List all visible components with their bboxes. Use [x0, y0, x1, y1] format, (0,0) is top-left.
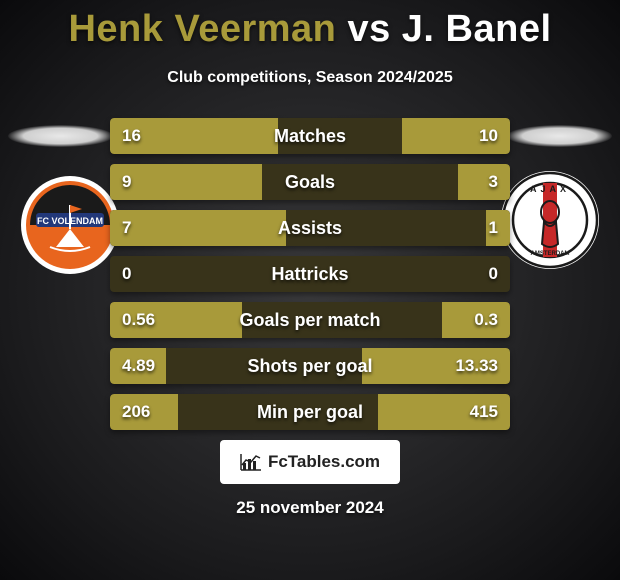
row-label: Goals [110, 164, 510, 200]
stat-row: 0.560.3Goals per match [110, 302, 510, 338]
chart-icon [240, 453, 262, 471]
team-right-badge: AJAX AMSTERDAM [500, 170, 600, 270]
svg-text:AJAX: AJAX [530, 184, 570, 194]
row-label: Goals per match [110, 302, 510, 338]
stat-row: 71Assists [110, 210, 510, 246]
player1-name: Henk Veerman [68, 8, 336, 50]
stat-row: 93Goals [110, 164, 510, 200]
stat-row: 1610Matches [110, 118, 510, 154]
row-label: Matches [110, 118, 510, 154]
row-label: Hattricks [110, 256, 510, 292]
stat-row: 4.8913.33Shots per goal [110, 348, 510, 384]
footer-brand-text: FcTables.com [268, 452, 380, 472]
badge-shadow-right [507, 125, 612, 147]
stat-row: 00Hattricks [110, 256, 510, 292]
stat-row: 206415Min per goal [110, 394, 510, 430]
row-label: Min per goal [110, 394, 510, 430]
badge-shadow-left [8, 125, 113, 147]
svg-text:AMSTERDAM: AMSTERDAM [531, 251, 570, 257]
row-label: Shots per goal [110, 348, 510, 384]
page-title: Henk Veerman vs J. Banel [0, 0, 620, 51]
subtitle: Club competitions, Season 2024/2025 [0, 69, 620, 87]
comparison-rows: 1610Matches 93Goals 71Assists 00Hattricks 0.… [110, 118, 510, 440]
team-left-badge: FC VOLENDAM [20, 175, 120, 275]
footer-brand: FcTables.com [220, 440, 400, 484]
player2-name: J. Banel [402, 8, 552, 50]
vs-label: vs [347, 8, 390, 50]
row-label: Assists [110, 210, 510, 246]
date-label: 25 november 2024 [0, 498, 620, 518]
